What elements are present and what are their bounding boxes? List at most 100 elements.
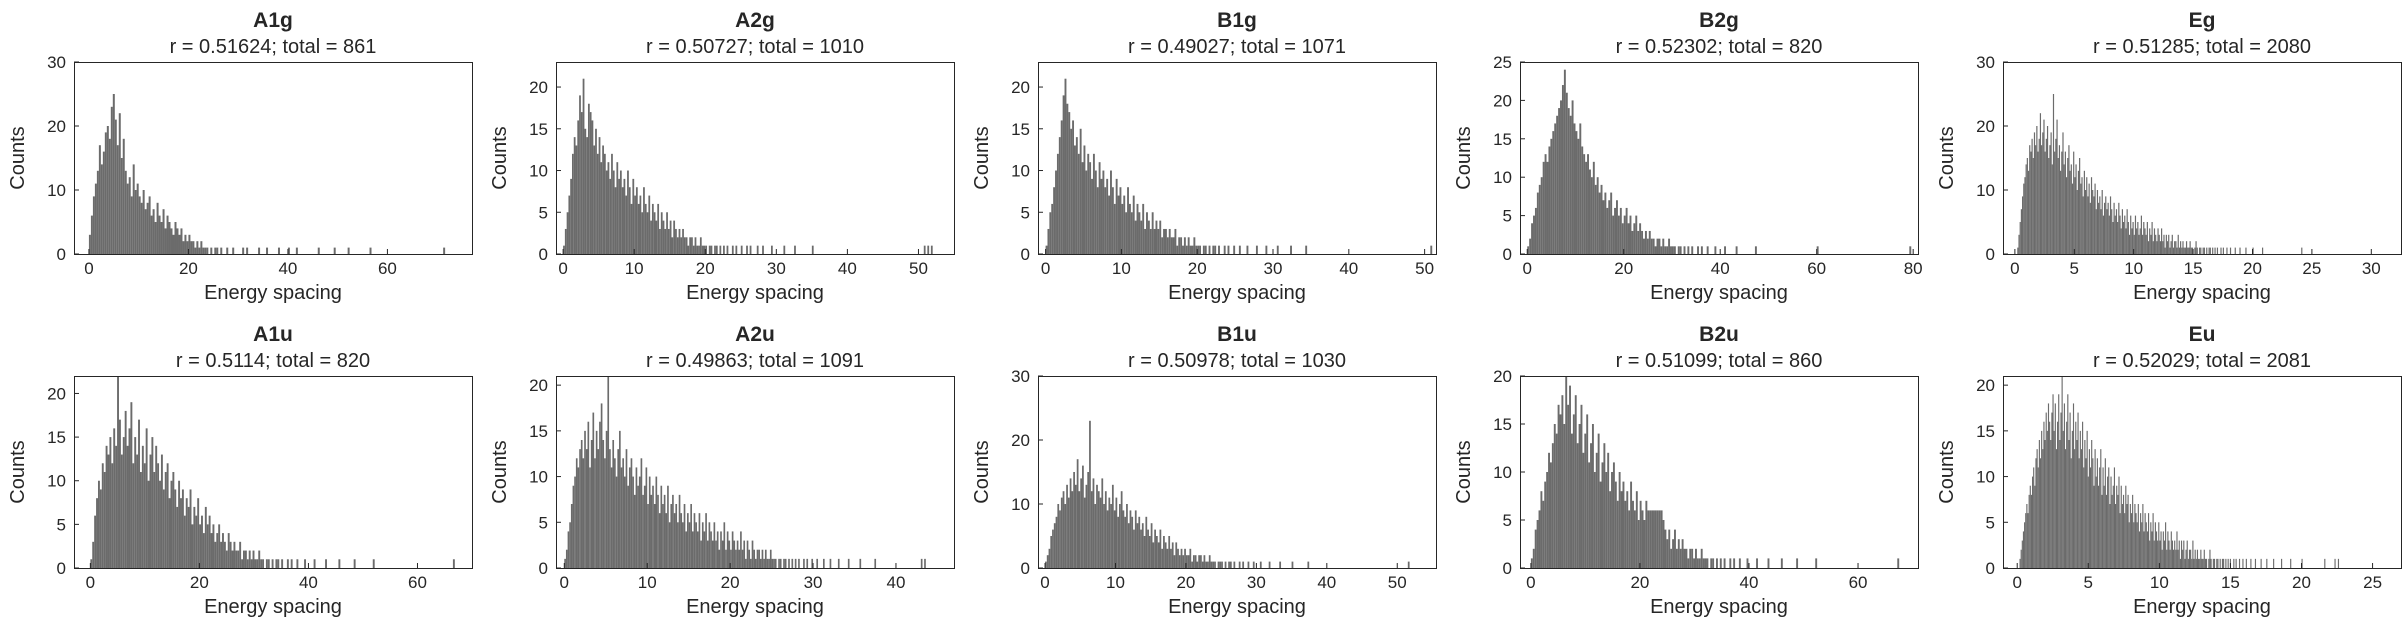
histogram-bar: [140, 202, 143, 254]
x-axis-label: Energy spacing: [1650, 596, 1788, 618]
histogram-bar: [1588, 169, 1591, 254]
histogram-bar: [731, 245, 734, 254]
histogram-bar: [2141, 522, 2143, 568]
histogram-bar: [2109, 504, 2111, 568]
bars-eu: [2019, 376, 2340, 568]
histogram-bar: [2142, 504, 2144, 568]
histogram-bar: [1124, 516, 1127, 568]
histogram-bar: [728, 540, 731, 568]
histogram-bar: [2147, 513, 2150, 568]
histogram-bar: [2101, 190, 2103, 254]
histogram-bar: [2019, 558, 2021, 568]
histogram-bar: [740, 531, 742, 568]
histogram-bar: [710, 531, 712, 568]
histogram-bar: [1583, 154, 1586, 254]
x-tick-label: 60: [1807, 259, 1826, 278]
histogram-bar: [232, 247, 235, 254]
histogram-bar: [687, 245, 690, 254]
histogram-bar: [144, 209, 147, 254]
histogram-bar: [2144, 228, 2146, 254]
histogram-bar: [1155, 220, 1158, 254]
x-tick-label: 25: [2363, 573, 2382, 592]
histogram-bar: [2273, 558, 2275, 568]
histogram-bar: [2104, 458, 2106, 568]
panel-title: A1u: [253, 323, 293, 346]
histogram-bar: [2178, 540, 2180, 568]
histogram-bar: [2070, 458, 2072, 568]
histogram-bar: [2108, 215, 2110, 254]
histogram-bar: [2125, 485, 2127, 568]
histogram-bar: [2177, 234, 2179, 254]
histogram-bar: [762, 245, 764, 254]
histogram-bar: [1174, 228, 1177, 254]
histogram-bar: [2175, 549, 2177, 568]
histogram-bar: [645, 467, 648, 568]
histogram-bar: [222, 533, 224, 568]
histogram-bar: [2077, 170, 2080, 254]
histogram-bar: [2020, 209, 2023, 254]
axes-box: [2003, 376, 2402, 569]
histogram-bar: [2042, 449, 2044, 568]
panel-title: B2u: [1699, 323, 1739, 346]
histogram-bar: [1166, 548, 1169, 568]
histogram-bar: [196, 241, 199, 254]
panel-subtitle: r = 0.50978; total = 1030: [1128, 350, 1346, 372]
histogram-bar: [571, 153, 574, 254]
x-tick-label: 15: [2221, 573, 2240, 592]
histogram-bar: [1191, 245, 1194, 254]
histogram-bar: [602, 145, 604, 254]
histogram-bar: [151, 437, 154, 568]
histogram-bar: [652, 485, 654, 568]
histogram-bar: [2192, 540, 2194, 568]
histogram-bar: [1612, 215, 1615, 254]
histogram-bar: [662, 220, 665, 254]
histogram-bar: [110, 106, 113, 254]
histogram-bar: [2113, 202, 2115, 254]
histogram-bar: [1575, 131, 1578, 254]
histogram-bar: [2086, 430, 2088, 568]
histogram-bar: [2152, 241, 2154, 254]
histogram-bar: [618, 178, 620, 254]
histogram-bar: [1136, 203, 1139, 254]
histogram-bar: [2082, 196, 2084, 254]
histogram-bar: [1565, 92, 1568, 254]
histogram-bar: [1175, 542, 1178, 568]
x-tick-label: 10: [2150, 573, 2169, 592]
histogram-bar: [2149, 540, 2151, 568]
histogram-bar: [2196, 247, 2198, 254]
histogram-bar: [1134, 220, 1137, 254]
histogram-bar: [1666, 246, 1669, 254]
histogram-bar: [1594, 184, 1597, 254]
histogram-bar: [1530, 558, 1533, 568]
histogram-bar: [1570, 433, 1573, 568]
histogram-bar: [1683, 246, 1686, 254]
histogram-bar: [566, 212, 569, 254]
histogram-bar: [2094, 449, 2096, 568]
histogram-bar: [2175, 241, 2177, 254]
x-tick-label: 10: [2124, 259, 2143, 278]
histogram-bar: [1704, 558, 1707, 568]
y-tick-label: 0: [57, 559, 66, 578]
histogram-bar: [715, 540, 717, 568]
histogram-bar: [663, 494, 666, 568]
histogram-bar: [1430, 245, 1433, 254]
histogram-bar: [1229, 561, 1232, 568]
histogram-bar: [2033, 467, 2035, 568]
histogram-bar: [563, 245, 565, 254]
histogram-bar: [628, 187, 631, 254]
histogram-bar: [2031, 138, 2033, 254]
x-tick-label: 60: [408, 573, 427, 592]
histogram-bar: [1204, 245, 1207, 254]
y-tick-label: 10: [1493, 168, 1512, 187]
histogram-bar: [2049, 421, 2051, 568]
histogram-bar: [738, 549, 741, 568]
histogram-bar: [1584, 433, 1587, 568]
histogram-bar: [2193, 558, 2195, 568]
histogram-bar: [2041, 430, 2043, 568]
x-tick-label: 20: [721, 573, 740, 592]
histogram-bar: [2071, 430, 2073, 568]
histogram-bar: [156, 202, 159, 254]
histogram-bar: [1055, 170, 1057, 254]
histogram-bar: [2128, 522, 2130, 568]
histogram-bar: [2166, 241, 2169, 254]
